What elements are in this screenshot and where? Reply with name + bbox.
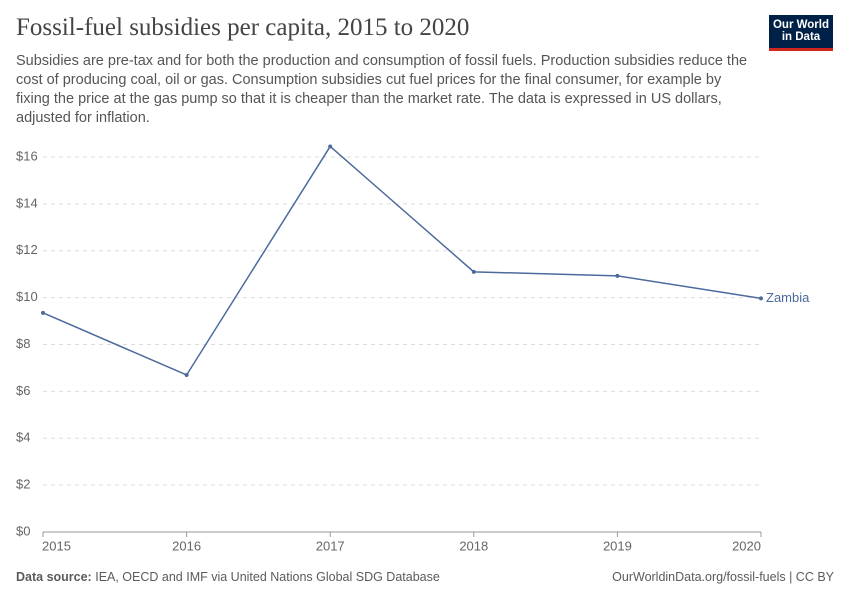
y-tick-label: $2 [16,477,30,492]
x-tick-label: 2019 [603,538,632,553]
y-tick-label: $4 [16,430,30,445]
license[interactable]: OurWorldinData.org/fossil-fuels | CC BY [612,570,834,584]
point [759,296,763,301]
chart-subtitle: Subsidies are pre-tax and for both the p… [16,53,748,126]
point [615,273,620,278]
y-tick-label: $10 [16,289,38,304]
y-tick-label: $0 [16,523,30,538]
source-label: Data source: [16,570,92,584]
y-tick-label: $14 [16,195,38,210]
point [41,310,45,315]
x-tick-label: 2015 [42,538,71,553]
line [42,145,762,376]
logo[interactable]: Our World in Data [769,15,833,51]
series-label: Zambia [766,290,810,305]
chart-title: Fossil-fuel subsidies per capita, 2015 t… [16,14,470,41]
y-tick-label: $6 [16,383,30,398]
source-text: IEA, OECD and IMF via United Nations Glo… [95,570,440,584]
source: Data source: IEA, OECD and IMF via Unite… [16,570,440,584]
x-tick-label: 2016 [172,538,201,553]
point [328,144,333,149]
x-tick-label: 2018 [459,538,488,553]
x-tick-label: 2020 [732,538,761,553]
y-tick-label: $16 [16,148,38,163]
y-tick-label: $8 [16,336,30,351]
point [184,372,189,377]
point [471,269,476,274]
y-tick-label: $12 [16,242,38,257]
x-tick-label: 2017 [316,538,345,553]
